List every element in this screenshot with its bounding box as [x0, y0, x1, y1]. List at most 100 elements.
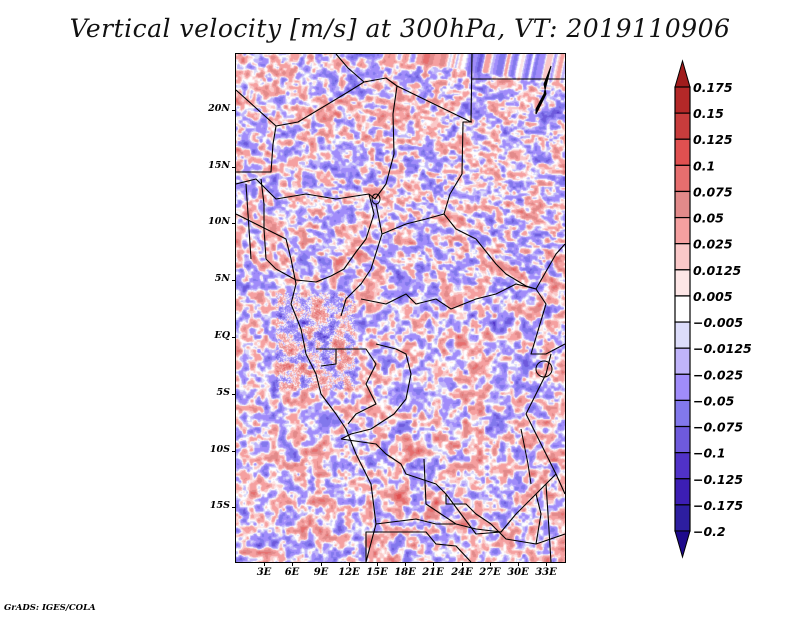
colorbar-box [674, 295, 691, 323]
x-tick [462, 562, 463, 566]
x-tick-label: 12E [338, 567, 360, 578]
border-mozambique [545, 483, 552, 562]
x-tick [433, 562, 434, 566]
y-tick [232, 337, 236, 338]
colorbar-box [674, 425, 691, 454]
colorbar-box [674, 269, 691, 297]
y-tick-label: 5N [214, 273, 230, 284]
border-sudan-ethiopia [535, 243, 565, 290]
x-tick [321, 562, 322, 566]
x-tick [377, 562, 378, 566]
colorbar-label: 0.005 [693, 289, 733, 304]
y-tick-label: 20N [208, 103, 230, 114]
colorbar-label: −0.125 [693, 472, 743, 487]
y-tick [232, 280, 236, 281]
y-tick [232, 451, 236, 452]
colorbar-label: −0.005 [693, 315, 743, 330]
border-niger-algeria [236, 77, 398, 127]
colorbar-label: −0.2 [693, 524, 726, 539]
border-togo [245, 183, 252, 260]
border-congo-gabon [336, 348, 377, 425]
border-cameroon-car [340, 203, 383, 317]
colorbar-label: 0.15 [693, 106, 724, 121]
y-tick [232, 167, 236, 168]
y-tick-label: 10S [209, 444, 230, 455]
colorbar-label: 0.05 [693, 211, 724, 226]
colorbar-box [674, 243, 691, 271]
colorbar-extend-max-arrow [674, 59, 691, 88]
colorbar-label: 0.175 [693, 80, 733, 95]
colorbar-box [674, 216, 691, 245]
chart-title: Vertical velocity [m/s] at 300hPa, VT: 2… [69, 14, 731, 43]
x-tick [349, 562, 350, 566]
colorbar-box [674, 321, 691, 349]
colorbar: 0.175 0.15 0.125 0.1 0.075 0.05 0.025 0.0125 0.0… [674, 59, 752, 559]
border-car-drc [360, 283, 537, 310]
border-niger-chad [368, 85, 398, 200]
colorbar-label: −0.1 [693, 446, 726, 461]
border-niger-nigeria [236, 178, 370, 200]
colorbar-label: 0.075 [693, 184, 733, 199]
colorbar-label: −0.025 [693, 367, 743, 382]
border-angola-east [423, 458, 457, 525]
lake-tanganyika [520, 428, 532, 485]
y-tick-label: 15S [209, 500, 230, 511]
y-tick-label: EQ [214, 330, 230, 341]
y-tick [232, 110, 236, 111]
colorbar-label: 0.1 [693, 158, 715, 173]
map-plot-area [236, 54, 565, 562]
colorbar-box [674, 504, 691, 532]
colorbar-box [674, 347, 691, 375]
x-tick [546, 562, 547, 566]
colorbar-box [674, 190, 691, 219]
colorbar-extend-min-arrow [674, 530, 691, 559]
y-tick [232, 394, 236, 395]
colorbar-box [674, 112, 691, 140]
colorbar-label: −0.0125 [693, 341, 752, 356]
border-nigeria-cameroon [265, 193, 375, 283]
border-namibia [365, 531, 472, 562]
colorbar-label: −0.175 [693, 498, 743, 513]
x-tick-label: 6E [284, 567, 300, 578]
x-tick-label: 18E [394, 567, 416, 578]
x-tick-label: 30E [507, 567, 529, 578]
border-tanzania [525, 413, 565, 495]
border-coast-west [236, 213, 377, 562]
border-libya-west [335, 54, 365, 83]
border-uganda-kenya [525, 353, 552, 415]
x-tick-label: 24E [451, 567, 473, 578]
y-tick-label: 10N [208, 216, 230, 227]
vertical-velocity-field [236, 54, 565, 562]
border-mali-niger [236, 125, 277, 173]
x-tick-label: 3E [256, 567, 272, 578]
border-south-sudan-uganda [530, 288, 565, 355]
colorbar-box [674, 399, 691, 428]
y-tick [232, 223, 236, 224]
x-tick [264, 562, 265, 566]
colorbar-label: 0.0125 [693, 263, 742, 278]
border-benin-nigeria [260, 178, 267, 260]
colorbar-label: −0.05 [693, 393, 735, 408]
country-borders [236, 54, 565, 562]
y-tick-label: 5S [216, 387, 230, 398]
border-congo-drc [340, 343, 412, 440]
x-tick-label: 21E [422, 567, 444, 578]
colorbar-label: 0.125 [693, 132, 733, 147]
colorbar-box [674, 164, 691, 193]
border-chad-libya [396, 54, 473, 123]
x-tick [405, 562, 406, 566]
lake-nasser [535, 65, 552, 115]
x-tick-label: 15E [366, 567, 388, 578]
border-chad-sudan [443, 121, 472, 215]
colorbar-box [674, 478, 691, 506]
colorbar-label: 0.025 [693, 237, 733, 252]
x-tick-label: 33E [535, 567, 557, 578]
colorbar-box [674, 452, 691, 480]
border-car-sudan [381, 213, 537, 290]
colorbar-box [674, 373, 691, 402]
colorbar-label: −0.075 [693, 420, 743, 435]
y-tick-label: 15N [208, 160, 230, 171]
colorbar-box [674, 138, 691, 166]
border-angola-zambia [375, 518, 502, 533]
x-tick [292, 562, 293, 566]
